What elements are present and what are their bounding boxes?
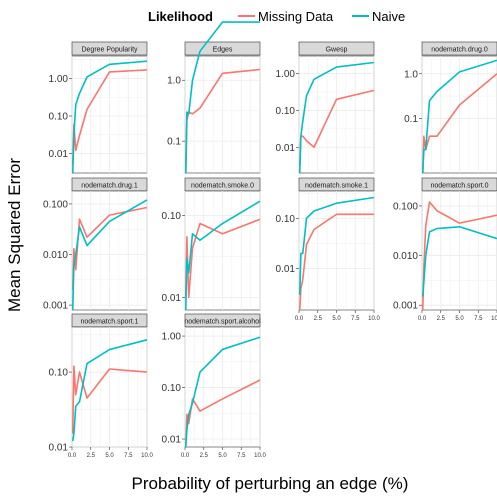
- x-tick-label: 2.5: [200, 453, 209, 459]
- x-tick-label: 2.5: [314, 316, 323, 322]
- y-tick-label: 0.10: [49, 111, 69, 122]
- x-tick-label: 0.0: [181, 453, 190, 459]
- series-line-naive: [298, 61, 375, 174]
- x-tick-label: 5.0: [218, 453, 227, 459]
- panel-edges: Edges 1.0 0.1: [167, 21, 261, 174]
- y-tick-label: 0.010: [43, 250, 68, 261]
- y-tick-label: 1.00: [49, 74, 69, 85]
- series-line-naive: [184, 200, 261, 311]
- x-tick-label: 5.0: [105, 453, 114, 459]
- y-tick-label: 0.01: [276, 264, 296, 275]
- panel-strip: [298, 41, 375, 56]
- series-line-missing-data: [421, 73, 497, 174]
- panel-nodematch-drug-1: nodematch.drug.1 0.100 0.010 0.001: [43, 177, 148, 312]
- y-tick-label: 0.1: [167, 137, 181, 148]
- panel-nodematch-sport-1: nodematch.sport.1 0.10 0.010.0 2.5 5.0 7.5 10.…: [49, 313, 153, 459]
- x-tick-label: 10.0: [491, 316, 497, 322]
- y-tick-label: 1.00: [276, 69, 296, 80]
- panel-title: Gwesp: [326, 47, 348, 54]
- y-tick-label: 0.10: [49, 368, 69, 379]
- panel-title: nodematch.sport.1: [81, 319, 139, 326]
- y-tick-label: 0.10: [162, 383, 182, 394]
- legend-label-missing-data: Missing Data: [258, 9, 334, 24]
- y-tick-label: 0.01: [162, 435, 182, 446]
- panel-title: nodematch.smoke.0: [191, 183, 254, 190]
- series-line-naive: [184, 21, 260, 174]
- x-tick-label: 7.5: [237, 453, 246, 459]
- y-tick-label: 1.0: [167, 76, 181, 87]
- x-tick-label: 10.0: [254, 453, 266, 459]
- x-tick-label: 10.0: [141, 453, 153, 459]
- y-tick-label: 0.10: [276, 214, 296, 225]
- panel-strip: [421, 41, 497, 56]
- x-tick-label: 5.0: [455, 316, 464, 322]
- series-line-missing-data: [184, 218, 261, 299]
- panel-title: nodematch.drug.0: [431, 47, 488, 54]
- series-line-naive: [71, 199, 148, 311]
- y-tick-label: 0.100: [393, 201, 418, 212]
- series-line-naive: [298, 196, 375, 295]
- panel-title: Degree Popularity: [81, 47, 138, 54]
- panel-strip: [71, 41, 148, 56]
- y-tick-label: 0.10: [276, 106, 296, 117]
- series-line-missing-data: [421, 201, 497, 311]
- series-line-missing-data: [298, 213, 374, 311]
- x-tick-label: 7.5: [351, 316, 360, 322]
- x-tick-label: 2.5: [87, 453, 96, 459]
- panel-degree-popularity: Degree Popularity 1.00 0.10 0.01: [49, 41, 148, 174]
- series-line-naive: [71, 60, 148, 174]
- series-line-missing-data: [71, 365, 148, 434]
- series-line-naive: [421, 225, 497, 297]
- x-tick-label: 7.5: [124, 453, 133, 459]
- x-tick-label: 10.0: [368, 316, 380, 322]
- series-line-naive: [184, 336, 261, 448]
- y-tick-label: 0.01: [276, 143, 296, 154]
- x-tick-label: 7.5: [474, 316, 483, 322]
- y-tick-label: 0.010: [393, 251, 418, 262]
- series-line-missing-data: [184, 379, 261, 448]
- y-tick-label: 0.10: [162, 211, 182, 222]
- x-tick-label: 0.0: [68, 453, 77, 459]
- panel-title: nodematch.drug.1: [81, 183, 138, 190]
- panel-nodematch-smoke-1: nodematch.smoke.1 0.10 0.01 0.0 2.5 5.0 7.5 10.…: [276, 177, 380, 322]
- y-tick-label: 1.0: [404, 69, 418, 80]
- y-tick-label: 0.001: [43, 301, 68, 312]
- series-line-missing-data: [71, 206, 148, 290]
- legend-label-naive: Naive: [372, 9, 405, 24]
- y-tick-label: 0.001: [393, 301, 418, 312]
- y-tick-label: 0.100: [43, 199, 68, 210]
- y-tick-label: 1.00: [162, 332, 182, 343]
- y-tick-label: 0.01: [49, 149, 69, 160]
- x-axis-title: Probability of perturbing an edge (%): [132, 474, 409, 493]
- panel-nodematch-drug-0: nodematch.drug.0 1.0 0.1: [404, 41, 497, 174]
- panel-nodematch-smoke-0: nodematch.smoke.0 0.10 0.01: [162, 177, 261, 311]
- panel-title: Edges: [213, 47, 233, 54]
- facet-panels: Degree Popularity 1.00 0.10 0.01 Edges 1.0 0.1…: [43, 21, 497, 459]
- y-tick-label: 0.01: [162, 293, 182, 304]
- x-tick-label: 0.0: [418, 316, 427, 322]
- panel-title: nodematch.smoke.1: [305, 183, 368, 190]
- y-axis-title: Mean Squared Error: [5, 158, 24, 312]
- series-line-naive: [71, 339, 148, 442]
- panel-title: nodematch.sport.0: [431, 183, 489, 190]
- x-tick-label: 0.0: [295, 316, 304, 322]
- legend: Likelihood Missing Data Naive: [148, 9, 405, 24]
- legend-title: Likelihood: [148, 9, 213, 24]
- panel-title: nodematch.sport.alcohol: [184, 319, 261, 326]
- x-tick-label: 2.5: [437, 316, 446, 322]
- panel-gwesp: Gwesp 1.00 0.10 0.01: [276, 41, 375, 174]
- x-tick-label: 5.0: [332, 316, 341, 322]
- y-tick-label: 0.1: [404, 114, 418, 125]
- series-line-naive: [421, 59, 497, 174]
- y-tick-label: 0.01: [49, 443, 69, 454]
